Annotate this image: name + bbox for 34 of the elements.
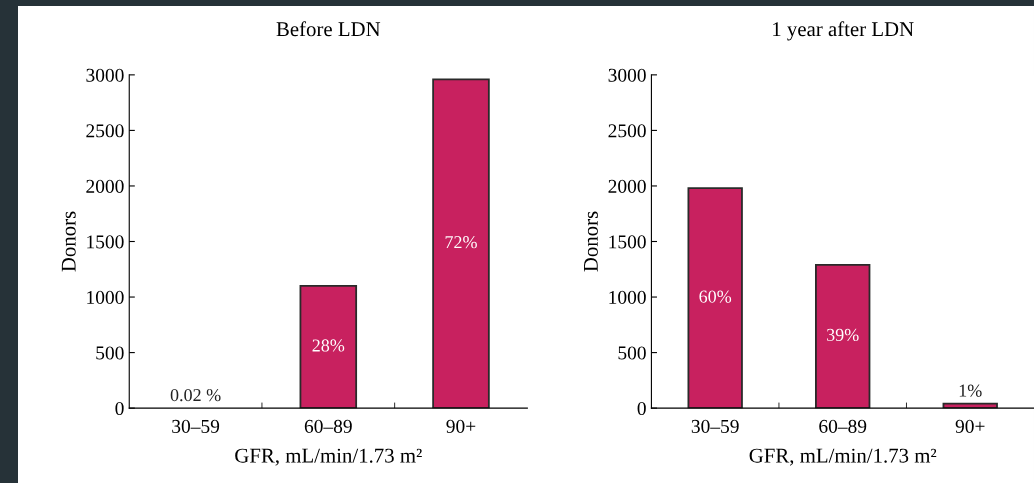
y-tick-label: 1000 (87, 290, 124, 304)
annotation: 28% (312, 339, 345, 352)
y-tick-label: 3000 (608, 68, 646, 82)
annotation: 1% (959, 384, 982, 397)
x-axis-title: GFR, mL/min/1.73 m² (235, 448, 422, 466)
y-tick-label: 500 (96, 346, 124, 360)
bar (815, 263, 871, 409)
y-tick-label: 2500 (608, 124, 646, 138)
annotation: 60% (699, 290, 732, 303)
y-axis-title: Donors (584, 211, 598, 272)
chart-title: Before LDN (276, 21, 381, 37)
y-axis-title: Donors (61, 211, 76, 272)
y-tick-label: 2000 (86, 179, 124, 193)
x-tick-label: 60–89 (304, 419, 352, 433)
chart-title: 1 year after LDN (773, 21, 914, 41)
y-tick-label: 500 (618, 346, 646, 360)
y-tick-label: 1500 (609, 235, 646, 249)
y-tick-label: 3000 (86, 68, 124, 82)
y-tick-label: 2000 (608, 179, 646, 193)
annotation: 39% (827, 328, 859, 342)
y-tick-label: 2500 (86, 124, 124, 138)
x-axis-title: GFR, mL/min/1.73 m² (749, 448, 937, 466)
y-tick-label: 0 (115, 401, 124, 416)
y-tick-label: 1500 (87, 235, 124, 249)
x-tick-label: 90+ (955, 419, 985, 433)
x-tick-label: 30–59 (691, 419, 739, 433)
x-tick-label: 60–89 (819, 419, 867, 433)
y-tick-label: 1000 (609, 290, 646, 304)
bar (687, 187, 743, 409)
annotation: 72% (445, 236, 477, 249)
x-tick-label: 90+ (446, 419, 476, 433)
y-tick-label: 0 (637, 401, 646, 416)
x-tick-label: 30–59 (172, 419, 220, 433)
annotation: 0.02 % (170, 388, 221, 402)
